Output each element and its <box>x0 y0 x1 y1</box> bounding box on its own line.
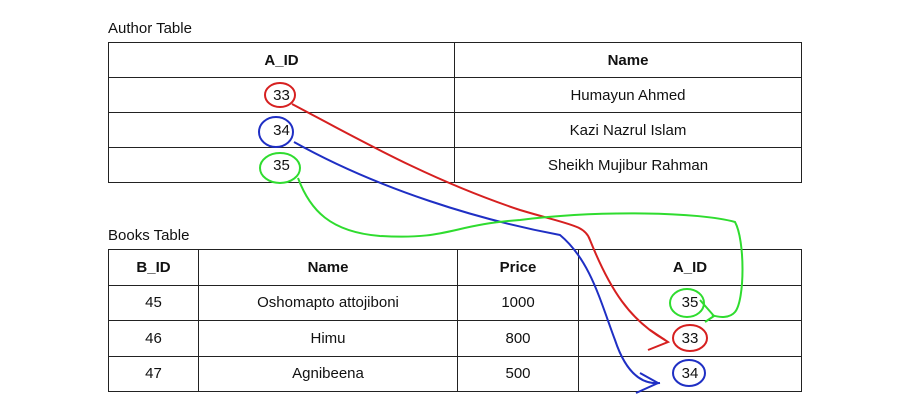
blue-link <box>258 116 706 394</box>
table-row: 33 Humayun Ahmed <box>108 77 802 113</box>
table-cell: 46 <box>108 320 199 357</box>
table-cell: Agnibeena <box>198 355 458 392</box>
table-row: 47 Agnibeena 500 34 <box>108 355 802 392</box>
table-row: 35 Sheikh Mujibur Rahman <box>108 147 802 183</box>
table-cell: 500 <box>457 355 579 392</box>
table-cell: Humayun Ahmed <box>454 77 802 113</box>
table-cell: Oshomapto attojiboni <box>198 284 458 321</box>
green-link <box>259 152 744 323</box>
header-cell: Name <box>454 42 802 78</box>
table-cell: 45 <box>108 284 199 321</box>
author-table-title: Author Table <box>108 20 192 37</box>
header-row: A_ID Name <box>108 42 802 78</box>
header-cell: Name <box>198 249 458 286</box>
table-cell: Sheikh Mujibur Rahman <box>454 147 802 183</box>
table-cell: 47 <box>108 355 199 392</box>
author-table: A_ID Name 33 Humayun Ahmed 34 Kazi Nazrul Isl… <box>108 42 802 183</box>
red-link <box>264 82 708 352</box>
books-table-title: Books Table <box>108 227 190 244</box>
header-cell: A_ID <box>108 42 455 78</box>
